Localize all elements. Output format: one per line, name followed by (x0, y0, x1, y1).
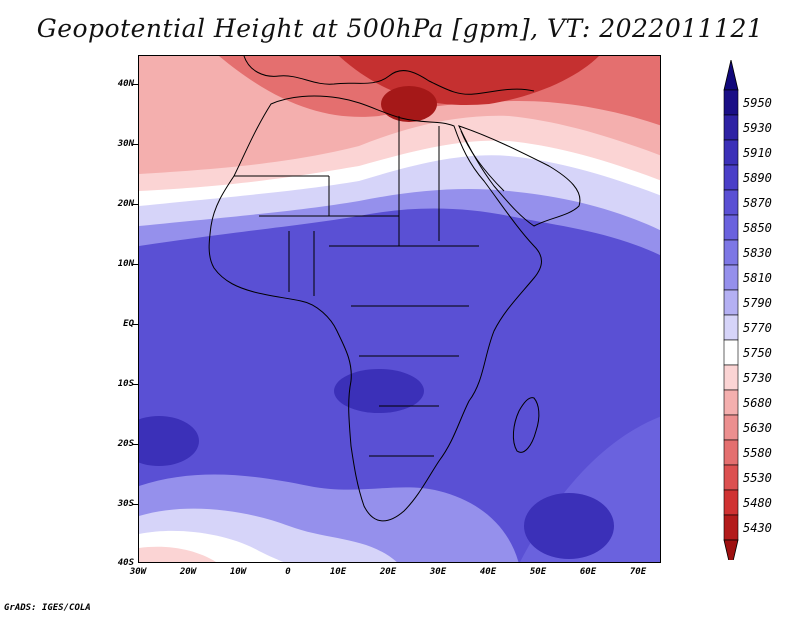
colorbar-box-11 (723, 364, 739, 391)
band-blob-congo (334, 369, 424, 413)
colorbar-box-2 (723, 139, 739, 166)
lon-label-70e: 70E (629, 567, 647, 577)
colorbar-box-14 (723, 439, 739, 466)
lat-label-20s: 20S (117, 439, 134, 449)
colorbar-box-4 (723, 189, 739, 216)
colorbar-box-5 (723, 214, 739, 241)
band-west-red-blob (139, 111, 169, 171)
map-title: Geopotential Height at 500hPa [gpm], VT:… (36, 14, 764, 43)
lon-label-50e: 50E (529, 567, 547, 577)
colorbar-label-5790: 5790 (743, 295, 772, 310)
lon-label-30w: 30W (129, 567, 147, 577)
lat-label-40n: 40N (117, 79, 134, 89)
colorbar-box-1 (723, 114, 739, 141)
colorbar-label-5480: 5480 (743, 495, 772, 510)
colorbar-label-5680: 5680 (743, 395, 772, 410)
colorbar-box-3 (723, 164, 739, 191)
coastline-africa (208, 95, 542, 522)
band-blob-southatlantic (139, 416, 199, 466)
coastline-red-sea (460, 130, 505, 192)
colorbar-box-13 (723, 414, 739, 441)
colorbar-box-17 (723, 514, 739, 541)
lat-label-40s: 40S (117, 558, 134, 568)
colorbar-label-5930: 5930 (743, 120, 772, 135)
lat-label-30n: 30N (117, 139, 134, 149)
colorbar-box-15 (723, 464, 739, 491)
lon-label-0: 0 (285, 567, 291, 577)
coastline-madagascar (512, 397, 540, 453)
colorbar-box-0 (723, 89, 739, 116)
map-panel (138, 55, 661, 563)
tick-mark-lat-1 (132, 144, 138, 145)
lon-label-20w: 20W (179, 567, 197, 577)
lon-label-10w: 10W (229, 567, 247, 577)
tick-mark-lat-7 (132, 504, 138, 505)
lat-label-10s: 10S (117, 379, 134, 389)
colorbar-bottom-arrow (723, 539, 739, 560)
coastline-arabia (458, 125, 581, 227)
coastline-europe (243, 56, 535, 95)
colorbar-label-5430: 5430 (743, 520, 772, 535)
colorbar-box-9 (723, 314, 739, 341)
coastlines (208, 56, 581, 522)
colorbar-label-5730: 5730 (743, 370, 772, 385)
colorbar-label-5630: 5630 (743, 420, 772, 435)
tick-mark-lat-4 (132, 324, 138, 325)
colorbar-box-6 (723, 239, 739, 266)
lat-label-30s: 30S (117, 499, 134, 509)
tick-mark-lat-5 (132, 384, 138, 385)
band-core-darkest-red (381, 86, 437, 122)
colorbar-box-16 (723, 489, 739, 516)
lon-label-40e: 40E (479, 567, 497, 577)
tick-mark-lat-2 (132, 204, 138, 205)
band-blob-indian (524, 493, 614, 559)
colorbar-label-5890: 5890 (743, 170, 772, 185)
colorbar-box-10 (723, 339, 739, 366)
lon-label-10e: 10E (329, 567, 347, 577)
colorbar-label-5530: 5530 (743, 470, 772, 485)
colorbar-label-5910: 5910 (743, 145, 772, 160)
lat-label-eq: EQ (123, 319, 134, 329)
colorbar-box-12 (723, 389, 739, 416)
grads-credit: GrADS: IGES/COLA (4, 603, 91, 613)
colorbar-label-5580: 5580 (743, 445, 772, 460)
lat-label-10n: 10N (117, 259, 134, 269)
lat-label-20n: 20N (117, 199, 134, 209)
border-lines (234, 116, 479, 457)
colorbar-label-5950: 5950 (743, 95, 772, 110)
lon-label-30e: 30E (429, 567, 447, 577)
colorbar-label-5810: 5810 (743, 270, 772, 285)
colorbar-label-5870: 5870 (743, 195, 772, 210)
lon-label-60e: 60E (579, 567, 597, 577)
tick-mark-lat-6 (132, 444, 138, 445)
colorbar (723, 60, 739, 560)
colorbar-box-8 (723, 289, 739, 316)
band-south-pale-red (139, 546, 216, 562)
colorbar-top-arrow (723, 60, 739, 91)
tick-mark-lat-3 (132, 264, 138, 265)
contour-map (139, 56, 660, 562)
lon-label-20e: 20E (379, 567, 397, 577)
tick-mark-lat-0 (132, 84, 138, 85)
colorbar-label-5850: 5850 (743, 220, 772, 235)
colorbar-label-5770: 5770 (743, 320, 772, 335)
colorbar-box-7 (723, 264, 739, 291)
colorbar-label-5750: 5750 (743, 345, 772, 360)
colorbar-label-5830: 5830 (743, 245, 772, 260)
